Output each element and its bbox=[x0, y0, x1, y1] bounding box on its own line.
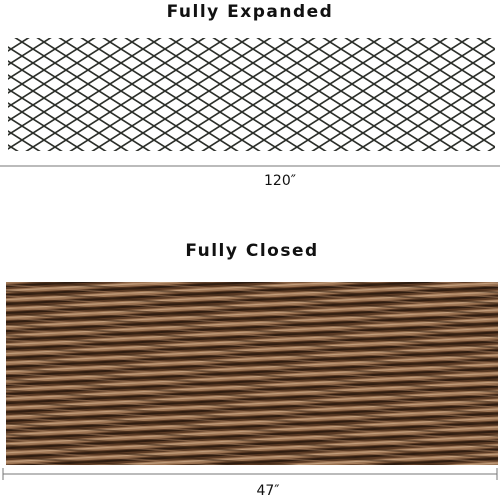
closed-title: Fully Closed bbox=[185, 241, 318, 261]
expanded-title: Fully Expanded bbox=[167, 2, 334, 22]
expanded-width: 120″ bbox=[264, 173, 296, 189]
expanded-lattice bbox=[8, 38, 495, 151]
closed-width: 47″ bbox=[256, 483, 279, 499]
closed-trellis-texture bbox=[6, 282, 498, 465]
